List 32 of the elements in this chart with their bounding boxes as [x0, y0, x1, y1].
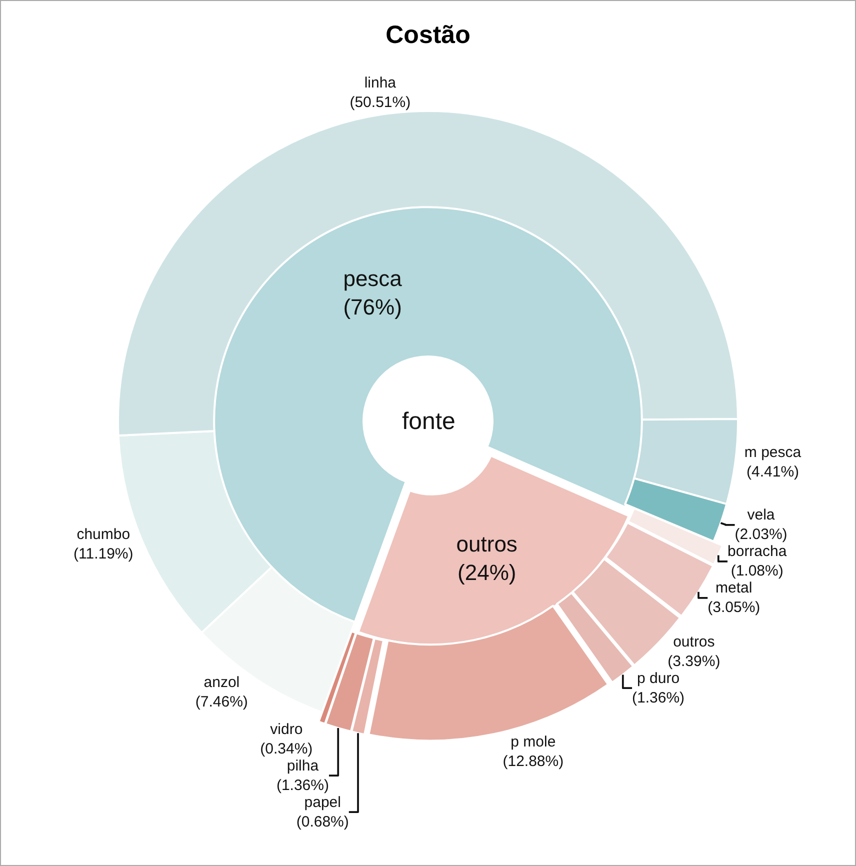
slice-label: papel — [304, 794, 341, 811]
slice-label: pilha — [286, 757, 320, 774]
data-label: (50.51%) — [350, 94, 411, 112]
data-label: (3.05%) — [708, 599, 760, 616]
data-label: (11.19%) — [74, 546, 134, 563]
slice-label: vela — [747, 506, 776, 524]
slice-label: m pesca — [744, 444, 802, 461]
data-label: (3.39%) — [668, 652, 720, 670]
data-label: (4.41%) — [746, 463, 800, 480]
slice-label: p mole — [510, 733, 556, 750]
data-label: (0.68%) — [296, 813, 349, 830]
slice-label: linha — [364, 74, 397, 92]
data-label: (7.46%) — [195, 694, 248, 711]
text: fonte — [402, 408, 456, 435]
slice-label: outros — [673, 633, 715, 650]
data-label: (0.34%) — [260, 740, 313, 758]
slice-label: p duro — [637, 670, 680, 687]
slice-label: chumbo — [76, 526, 130, 544]
data-label: (1.36%) — [632, 689, 685, 706]
slice-label: borracha — [728, 543, 788, 560]
data-label: (76%) — [343, 294, 402, 320]
slice-label: anzol — [204, 674, 240, 692]
data-label: (2.03%) — [734, 526, 788, 544]
data-label: (1.36%) — [276, 776, 329, 794]
data-label: (12.88%) — [502, 752, 564, 770]
data-label: (24%) — [458, 560, 516, 586]
slice-label: pesca — [343, 266, 403, 291]
slice-label: vidro — [270, 720, 303, 738]
data-label: (1.08%) — [730, 562, 784, 580]
slice-label: outros — [456, 532, 518, 557]
slice-label: metal — [716, 580, 752, 597]
chart-title: Costão — [386, 20, 470, 49]
